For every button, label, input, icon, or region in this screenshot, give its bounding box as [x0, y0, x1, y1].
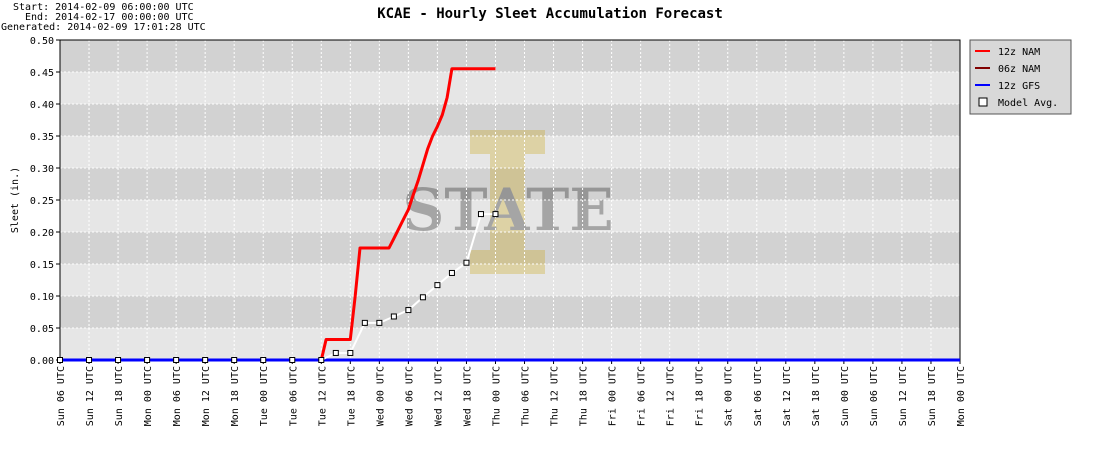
x-tick-label: Sat 12 UTC [782, 366, 793, 426]
x-tick-label: Sat 06 UTC [753, 366, 764, 426]
plot-band [60, 104, 960, 136]
logo-bar-bottom [470, 250, 545, 274]
legend-marker [978, 97, 988, 107]
x-tick-label: Thu 12 UTC [550, 366, 561, 426]
x-tick-label: Fri 18 UTC [695, 366, 706, 426]
x-tick-label: Sun 06 UTC [869, 366, 880, 426]
x-tick-label: Fri 06 UTC [637, 366, 648, 426]
legend-label: 06z NAM [998, 64, 1040, 75]
plot-band [60, 200, 960, 232]
x-tick-label: Mon 12 UTC [201, 366, 212, 426]
header-end: End: 2014-02-17 00:00:00 UTC [25, 12, 194, 23]
model-avg-point [144, 357, 151, 363]
model-avg-point [477, 211, 484, 218]
plot-band [60, 232, 960, 264]
plot-band [60, 264, 960, 296]
x-tick-label: Tue 18 UTC [346, 366, 357, 426]
model-avg-point [434, 282, 441, 289]
model-avg-point [405, 307, 412, 314]
x-tick-label: Wed 06 UTC [404, 366, 415, 426]
legend-label: Model Avg. [998, 98, 1058, 109]
model-avg-point [57, 357, 63, 363]
model-avg-point [448, 269, 455, 276]
y-axis-label: Sleet (in.) [10, 167, 21, 233]
y-tick-label: 0.25 [30, 196, 54, 207]
x-tick-label: Tue 00 UTC [259, 366, 270, 426]
chart-title: KCAE - Hourly Sleet Accumulation Forecas… [377, 6, 723, 22]
x-tick-label: Mon 00 UTC [956, 366, 967, 426]
model-avg-point [231, 357, 238, 363]
model-avg-point [347, 349, 354, 356]
model-avg-point [173, 357, 180, 363]
y-tick-label: 0.05 [30, 324, 54, 335]
x-tick-label: Sat 00 UTC [724, 366, 735, 426]
x-tick-label: Sun 18 UTC [114, 366, 125, 426]
model-avg-point [361, 319, 368, 326]
model-avg-point [376, 319, 383, 326]
x-tick-label: Tue 12 UTC [317, 366, 328, 426]
model-avg-point [115, 357, 122, 363]
y-tick-label: 0.30 [30, 164, 54, 175]
legend-label: 12z GFS [998, 81, 1040, 92]
x-tick-label: Mon 18 UTC [230, 366, 241, 426]
x-tick-label: Thu 00 UTC [491, 366, 502, 426]
header-start: Start: 2014-02-09 06:00:00 UTC [13, 2, 194, 13]
model-avg-point [390, 313, 397, 320]
model-avg-point [289, 357, 296, 363]
model-avg-point [86, 357, 93, 363]
logo-bar-top [470, 130, 545, 154]
plot-band [60, 328, 960, 360]
x-tick-label: Fri 00 UTC [608, 366, 619, 426]
model-avg-point [332, 349, 339, 356]
x-tick-label: Tue 06 UTC [288, 366, 299, 426]
y-tick-label: 0.00 [30, 356, 54, 367]
x-tick-label: Sun 00 UTC [840, 366, 851, 426]
x-tick-label: Sat 18 UTC [811, 366, 822, 426]
header-generated: Generated: 2014-02-09 17:01:28 UTC [1, 22, 206, 33]
plot-band [60, 40, 960, 72]
x-tick-label: Sun 06 UTC [56, 366, 67, 426]
y-tick-label: 0.20 [30, 228, 54, 239]
model-avg-point [260, 357, 267, 363]
series-line-12z-nam [60, 67, 496, 362]
x-tick-label: Wed 12 UTC [433, 366, 444, 426]
x-tick-label: Thu 18 UTC [579, 366, 590, 426]
model-avg-point [463, 259, 470, 266]
y-tick-label: 0.35 [30, 132, 54, 143]
y-tick-label: 0.15 [30, 260, 54, 271]
y-tick-label: 0.40 [30, 100, 54, 111]
x-tick-label: Wed 18 UTC [462, 366, 473, 426]
model-avg-point [318, 357, 325, 363]
x-tick-label: Mon 06 UTC [172, 366, 183, 426]
y-tick-label: 0.45 [30, 68, 54, 79]
legend-label: 12z NAM [998, 47, 1040, 58]
model-avg-point [202, 357, 209, 363]
x-tick-label: Wed 00 UTC [375, 366, 386, 426]
x-tick-label: Mon 00 UTC [143, 366, 154, 426]
x-tick-label: Sun 12 UTC [898, 366, 909, 426]
y-tick-label: 0.50 [30, 36, 54, 47]
x-tick-label: Thu 06 UTC [521, 366, 532, 426]
logo-text: STATE [402, 176, 613, 244]
plot-band [60, 72, 960, 104]
plot-band [60, 136, 960, 168]
x-tick-label: Fri 12 UTC [666, 366, 677, 426]
x-tick-label: Sun 18 UTC [927, 366, 938, 426]
model-avg-point [492, 211, 499, 218]
plot-band [60, 168, 960, 200]
model-avg-point [419, 294, 426, 301]
x-tick-label: Sun 12 UTC [85, 366, 96, 426]
plot-band [60, 296, 960, 328]
y-tick-label: 0.10 [30, 292, 54, 303]
